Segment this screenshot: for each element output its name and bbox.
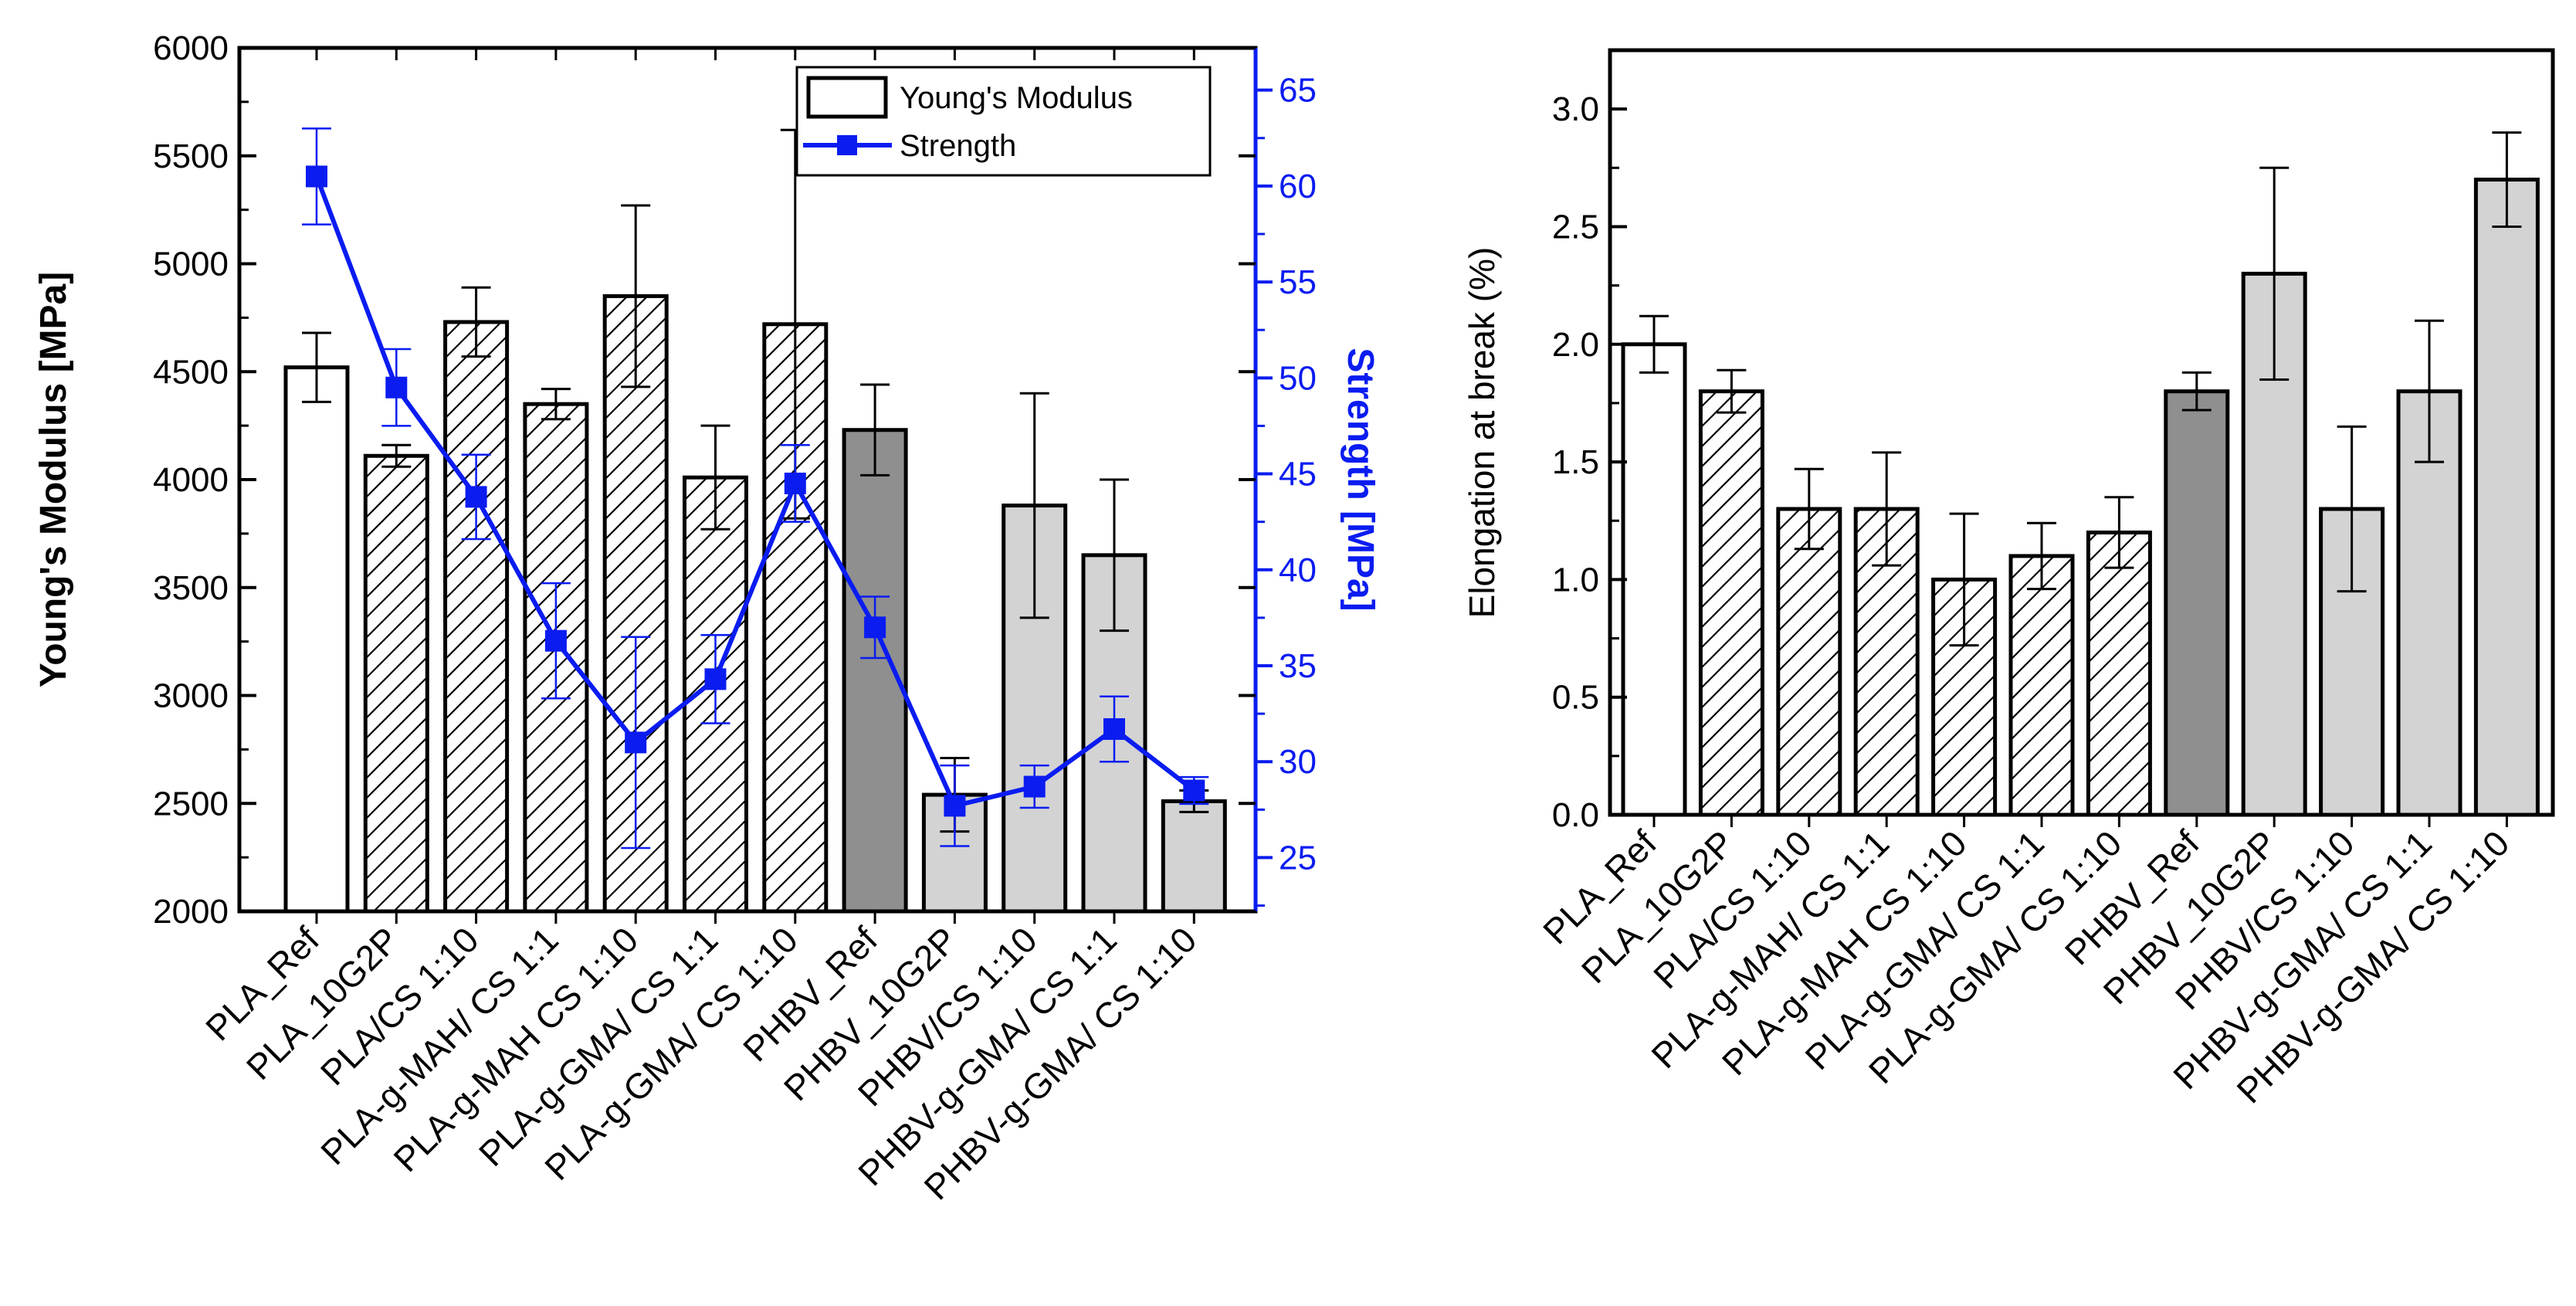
strength-point — [864, 616, 886, 639]
elongation-bar — [2473, 178, 2540, 817]
elongation-error-bars — [1639, 131, 2522, 647]
modulus-strength-chart: 2000 2500 3000 3500 4000 4500 5000 5500 6000 25 3… — [33, 29, 1381, 1207]
strength-point — [625, 731, 647, 754]
left-y-tick-label: 5000 — [153, 246, 229, 283]
left-y-tick-label: 3500 — [153, 569, 229, 607]
right-y-tick-label: 65 — [1279, 72, 1317, 110]
strength-point — [385, 376, 408, 399]
strength-point — [784, 472, 806, 494]
elongation-bar — [1698, 389, 1764, 817]
right-y-tick-label: 50 — [1279, 359, 1317, 397]
right-y-tick-label: 60 — [1279, 168, 1317, 205]
modulus-bars — [283, 293, 1227, 914]
elongation-bars — [1621, 178, 2540, 817]
right-y-tick-label: 25 — [1279, 839, 1317, 877]
legend: Young's Modulus Strength — [795, 66, 1212, 177]
modulus-error-bars — [302, 128, 1209, 833]
right-y-tick-label: 45 — [1279, 456, 1317, 494]
strength-point — [704, 668, 727, 690]
left-y-axis-title: Young's Modulus [MPa] — [33, 272, 74, 687]
elongation-y-tick-label: 3.0 — [1552, 90, 1599, 128]
strength-point — [1023, 775, 1046, 798]
left-y-tick-label: 2000 — [153, 893, 229, 931]
elongation-y-tick-label: 2.5 — [1552, 208, 1599, 246]
strength-point — [1183, 779, 1205, 802]
elongation-y-tick-label: 0.0 — [1552, 796, 1599, 834]
left-y-tick-label: 2500 — [153, 785, 229, 823]
strength-point — [544, 629, 567, 652]
left-y-tick-label: 4500 — [153, 353, 229, 391]
left-y-axis: 2000 2500 3000 3500 4000 4500 5000 5500 6000 — [153, 29, 1256, 931]
elongation-y-tick-label: 1.5 — [1552, 443, 1599, 481]
strength-point — [465, 486, 487, 508]
left-y-tick-label: 5500 — [153, 137, 229, 175]
modulus-bar — [1161, 799, 1227, 914]
right-y-axis-title: Strength [MPa] — [1340, 348, 1381, 611]
right-y-tick-label: 40 — [1279, 551, 1317, 589]
elongation-y-tick-label: 0.5 — [1552, 679, 1599, 717]
elongation-bar — [2164, 389, 2230, 817]
legend-label-strength: Strength — [900, 129, 1016, 163]
modulus-bar — [283, 365, 350, 914]
elongation-bar — [2086, 530, 2152, 817]
right-plot-frame — [1608, 48, 2555, 817]
elongation-y-axis-title: Elongation at break (%) — [1462, 247, 1502, 619]
strength-point — [1103, 717, 1125, 740]
elongation-chart: 0.0 0.5 1.0 1.5 2.0 2.5 3.0 PLA_RefPLA_10G2PPL… — [1462, 48, 2555, 1111]
left-y-tick-label: 4000 — [153, 461, 229, 499]
legend-swatch-modulus — [806, 76, 888, 119]
elongation-bar — [1621, 342, 1687, 817]
strength-line — [314, 175, 1196, 809]
right-panel-y-axis: 0.0 0.5 1.0 1.5 2.0 2.5 3.0 — [1552, 90, 1627, 834]
right-y-tick-label: 30 — [1279, 743, 1317, 781]
strength-point — [306, 165, 327, 188]
legend-label-modulus: Young's Modulus — [900, 81, 1133, 115]
elongation-y-tick-label: 2.0 — [1552, 326, 1599, 364]
modulus-bar — [363, 453, 429, 914]
modulus-bar — [443, 320, 510, 914]
elongation-bar — [1776, 507, 1842, 817]
left-y-tick-label: 6000 — [153, 29, 229, 67]
strength-point — [944, 795, 966, 817]
legend-marker-strength — [837, 135, 857, 155]
left-y-tick-label: 3000 — [153, 677, 229, 715]
right-y-tick-label: 35 — [1279, 647, 1317, 685]
elongation-bar — [2008, 554, 2075, 817]
right-y-tick-label: 55 — [1279, 263, 1317, 301]
right-y-axis: 25 30 35 40 45 50 55 60 65 — [1256, 72, 1317, 907]
elongation-y-tick-label: 1.0 — [1552, 561, 1599, 599]
strength-series — [302, 127, 1209, 850]
modulus-bar — [762, 322, 829, 914]
